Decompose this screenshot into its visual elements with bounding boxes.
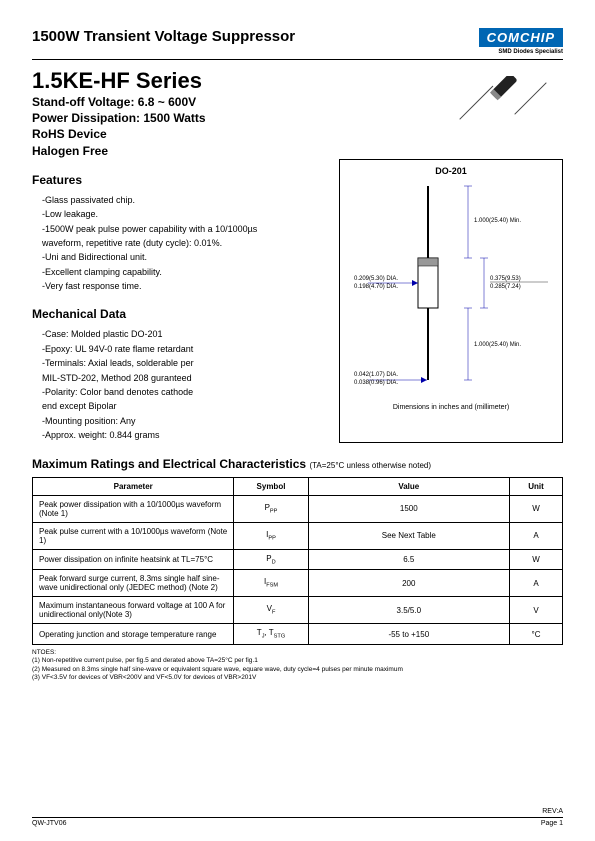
- dim-lead-top: 1.000(25.40) Min.: [474, 218, 521, 224]
- package-drawing: 1.000(25.40) Min. 0.375(9.53) 0.285(7.24…: [348, 180, 556, 400]
- package-outline-box: DO-201 1.000(25.4: [339, 159, 563, 443]
- cell-param: Peak forward surge current, 8.3ms single…: [33, 570, 234, 597]
- col-value: Value: [308, 477, 509, 495]
- dim-lead-bot: 1.000(25.40) Min.: [474, 342, 521, 348]
- top-block: 1.5KE-HF Series Stand-off Voltage: 6.8 ~…: [32, 68, 563, 159]
- feature-item: waveform, repetitive rate (duty cycle): …: [42, 236, 325, 250]
- cell-unit: V: [510, 597, 563, 624]
- ratings-title: Maximum Ratings and Electrical Character…: [32, 457, 306, 471]
- features-list: -Glass passivated chip. -Low leakage. -1…: [32, 193, 325, 294]
- cell-param: Maximum instantaneous forward voltage at…: [33, 597, 234, 624]
- note-line: (3) VF<3.5V for devices of VBR<200V and …: [32, 674, 563, 682]
- ratings-heading: Maximum Ratings and Electrical Character…: [32, 457, 563, 471]
- mechanical-heading: Mechanical Data: [32, 307, 325, 321]
- spec-lines: Stand-off Voltage: 6.8 ~ 600V Power Diss…: [32, 94, 206, 159]
- cell-value: 3.5/5.0: [308, 597, 509, 624]
- cell-symbol: IPP: [234, 522, 308, 549]
- feature-item: -Very fast response time.: [42, 279, 325, 293]
- note-line: (2) Measured on 8.3ms single half sine-w…: [32, 666, 563, 674]
- dim-lead-dia1: 0.042(1.07) DIA.: [354, 372, 398, 378]
- mech-item: -Approx. weight: 0.844 grams: [42, 428, 325, 442]
- col-symbol: Symbol: [234, 477, 308, 495]
- mech-item: -Terminals: Axial leads, solderable per: [42, 356, 325, 370]
- cell-symbol: VF: [234, 597, 308, 624]
- revision: REV:A: [542, 808, 563, 815]
- doc-number: QW-JTV06: [32, 820, 67, 827]
- cell-value: -55 to +150: [308, 624, 509, 645]
- package-caption: Dimensions in inches and (millimeter): [348, 404, 554, 411]
- cell-value: 200: [308, 570, 509, 597]
- title-block: 1.5KE-HF Series Stand-off Voltage: 6.8 ~…: [32, 68, 206, 159]
- feature-item: -Low leakage.: [42, 207, 325, 221]
- cell-value: 6.5: [308, 549, 509, 570]
- feature-item: -1500W peak pulse power capability with …: [42, 222, 325, 236]
- table-row: Peak power dissipation with a 10/1000µs …: [33, 495, 563, 522]
- logo-block: COMCHIP SMD Diodes Specialist: [479, 28, 563, 55]
- diode-illustration: [453, 76, 553, 126]
- spec-line: Power Dissipation: 1500 Watts: [32, 110, 206, 126]
- cell-param: Peak power dissipation with a 10/1000µs …: [33, 495, 234, 522]
- cell-symbol: PPP: [234, 495, 308, 522]
- brand-logo: COMCHIP: [479, 28, 563, 47]
- features-heading: Features: [32, 173, 325, 187]
- mech-item: -Polarity: Color band denotes cathode: [42, 385, 325, 399]
- header-row: 1500W Transient Voltage Suppressor COMCH…: [32, 28, 563, 55]
- spec-line: RoHS Device: [32, 126, 206, 142]
- mech-item: -Mounting position: Any: [42, 414, 325, 428]
- mech-item: MIL-STD-202, Method 208 guranteed: [42, 371, 325, 385]
- dim-lead-dia2: 0.038(0.96) DIA.: [354, 380, 398, 386]
- cell-unit: W: [510, 549, 563, 570]
- dim-body-len: 0.375(9.53): [490, 276, 521, 282]
- cell-unit: A: [510, 522, 563, 549]
- cell-symbol: PD: [234, 549, 308, 570]
- cell-symbol: TJ, TSTG: [234, 624, 308, 645]
- cell-unit: A: [510, 570, 563, 597]
- mech-item: end except Bipolar: [42, 399, 325, 413]
- feature-item: -Uni and Bidirectional unit.: [42, 250, 325, 264]
- package-title: DO-201: [348, 166, 554, 176]
- page-footer: QW-JTV06 Page 1: [32, 817, 563, 827]
- cell-unit: W: [510, 495, 563, 522]
- dim-body-dia1: 0.209(5.30) DIA.: [354, 276, 398, 282]
- table-header-row: Parameter Symbol Value Unit: [33, 477, 563, 495]
- brand-tagline: SMD Diodes Specialist: [479, 49, 563, 55]
- feature-item: -Excellent clamping capability.: [42, 265, 325, 279]
- left-column: Features -Glass passivated chip. -Low le…: [32, 159, 325, 443]
- cell-value: 1500: [308, 495, 509, 522]
- dim-band: 0.285(7.24): [490, 284, 521, 290]
- table-row: Operating junction and storage temperatu…: [33, 624, 563, 645]
- content-row: Features -Glass passivated chip. -Low le…: [32, 159, 563, 443]
- cell-param: Power dissipation on infinite heatsink a…: [33, 549, 234, 570]
- spec-line: Stand-off Voltage: 6.8 ~ 600V: [32, 94, 206, 110]
- note-line: (1) Non-repetitive current pulse, per fi…: [32, 657, 563, 665]
- table-row: Power dissipation on infinite heatsink a…: [33, 549, 563, 570]
- cell-param: Peak pulse current with a 10/1000µs wave…: [33, 522, 234, 549]
- mech-item: -Case: Molded plastic DO-201: [42, 327, 325, 341]
- mechanical-list: -Case: Molded plastic DO-201 -Epoxy: UL …: [32, 327, 325, 442]
- table-row: Maximum instantaneous forward voltage at…: [33, 597, 563, 624]
- table-row: Peak pulse current with a 10/1000µs wave…: [33, 522, 563, 549]
- feature-item: -Glass passivated chip.: [42, 193, 325, 207]
- cell-symbol: IFSM: [234, 570, 308, 597]
- cell-param: Operating junction and storage temperatu…: [33, 624, 234, 645]
- notes-block: NTOES: (1) Non-repetitive current pulse,…: [32, 649, 563, 683]
- page-number: Page 1: [541, 820, 563, 827]
- col-unit: Unit: [510, 477, 563, 495]
- spec-line: Halogen Free: [32, 143, 206, 159]
- dim-body-dia2: 0.198(4.70) DIA.: [354, 284, 398, 290]
- header-rule: [32, 59, 563, 60]
- doc-type: 1500W Transient Voltage Suppressor: [32, 28, 295, 45]
- ratings-subtitle: (TA=25°C unless otherwise noted): [309, 461, 431, 470]
- notes-heading: NTOES:: [32, 649, 563, 657]
- cell-value: See Next Table: [308, 522, 509, 549]
- table-row: Peak forward surge current, 8.3ms single…: [33, 570, 563, 597]
- mech-item: -Epoxy: UL 94V-0 rate flame retardant: [42, 342, 325, 356]
- ratings-table: Parameter Symbol Value Unit Peak power d…: [32, 477, 563, 645]
- series-title: 1.5KE-HF Series: [32, 68, 206, 94]
- cell-unit: °C: [510, 624, 563, 645]
- col-parameter: Parameter: [33, 477, 234, 495]
